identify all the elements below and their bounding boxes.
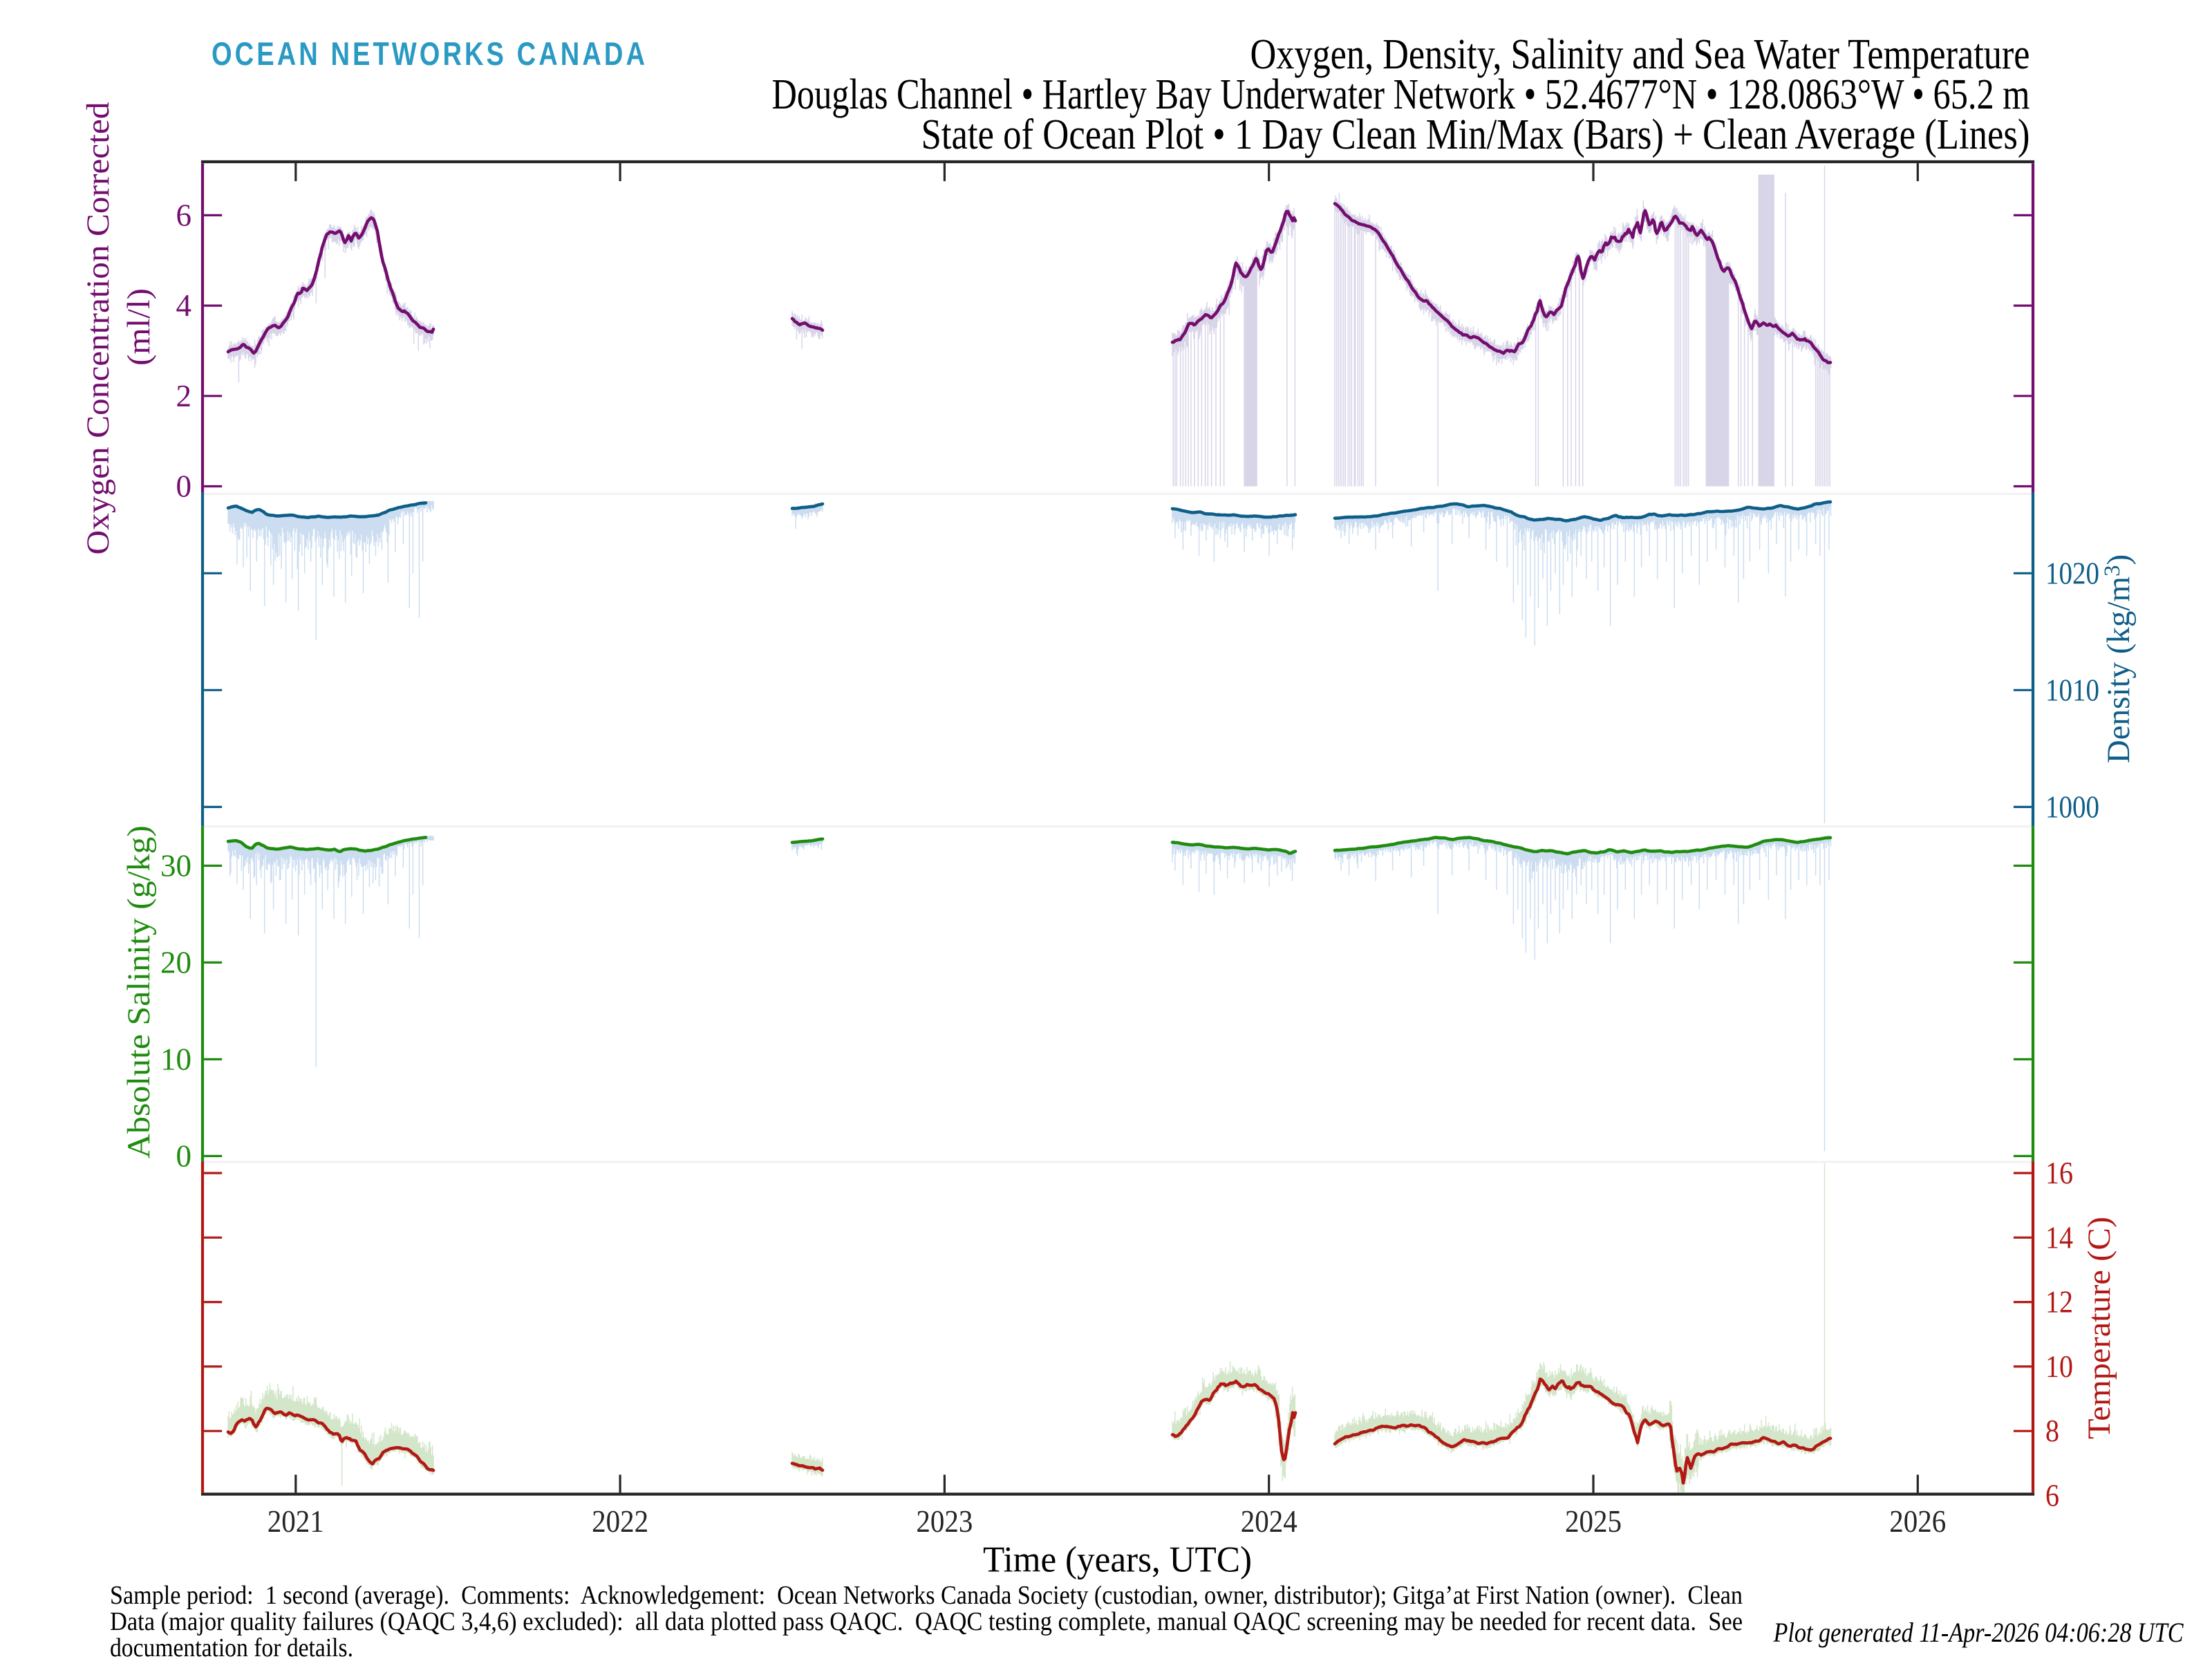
svg-text:8: 8	[2045, 1414, 2059, 1448]
svg-text:16: 16	[2045, 1156, 2073, 1190]
svg-text:documentation for details.: documentation for details.	[110, 1633, 353, 1659]
svg-text:12: 12	[2045, 1285, 2073, 1320]
svg-text:Sample period: 1 second (aver: Sample period: 1 second (average). Comme…	[110, 1581, 1743, 1610]
svg-text:Temperature (C): Temperature (C)	[2081, 1217, 2117, 1439]
svg-text:2025: 2025	[1565, 1503, 1622, 1539]
svg-text:Density (kg/m3): Density (kg/m3)	[2100, 554, 2137, 763]
svg-text:2023: 2023	[916, 1503, 973, 1539]
svg-text:20: 20	[160, 945, 191, 980]
svg-text:1010: 1010	[2045, 673, 2099, 707]
svg-text:Time (years, UTC): Time (years, UTC)	[983, 1540, 1252, 1580]
svg-text:1020: 1020	[2045, 556, 2099, 590]
svg-text:0: 0	[176, 1138, 192, 1173]
svg-text:2021: 2021	[268, 1503, 324, 1539]
svg-text:6: 6	[2045, 1479, 2059, 1513]
svg-text:Oxygen Concentration Corrected: Oxygen Concentration Corrected	[80, 102, 116, 554]
svg-text:6: 6	[176, 198, 192, 232]
svg-text:Absolute Salinity (g/kg): Absolute Salinity (g/kg)	[121, 825, 157, 1159]
svg-text:Douglas Channel • Hartley Bay: Douglas Channel • Hartley Bay Underwater…	[772, 71, 2030, 118]
svg-text:2022: 2022	[592, 1503, 648, 1539]
svg-text:10: 10	[2045, 1349, 2073, 1384]
svg-text:Oxygen, Density, Salinity and: Oxygen, Density, Salinity and Sea Water …	[1250, 31, 2030, 78]
svg-text:10: 10	[160, 1042, 191, 1076]
svg-text:State of Ocean Plot • 1 Day Cl: State of Ocean Plot • 1 Day Clean Min/Ma…	[921, 111, 2030, 158]
svg-text:4: 4	[176, 288, 192, 323]
svg-text:2: 2	[176, 379, 192, 413]
svg-text:30: 30	[160, 848, 191, 883]
svg-text:Plot generated 11-Apr-2026 04:: Plot generated 11-Apr-2026 04:06:28 UTC	[1773, 1617, 2184, 1648]
svg-text:Data (major quality failures (: Data (major quality failures (QAQC 3,4,6…	[110, 1607, 1743, 1636]
svg-text:(ml/l): (ml/l)	[121, 288, 157, 366]
svg-text:1000: 1000	[2045, 789, 2099, 824]
svg-text:OCEAN NETWORKS CANADA: OCEAN NETWORKS CANADA	[212, 35, 648, 72]
svg-text:2024: 2024	[1241, 1503, 1297, 1539]
svg-text:2026: 2026	[1889, 1503, 1946, 1539]
svg-text:0: 0	[176, 469, 192, 504]
svg-text:14: 14	[2045, 1220, 2073, 1255]
